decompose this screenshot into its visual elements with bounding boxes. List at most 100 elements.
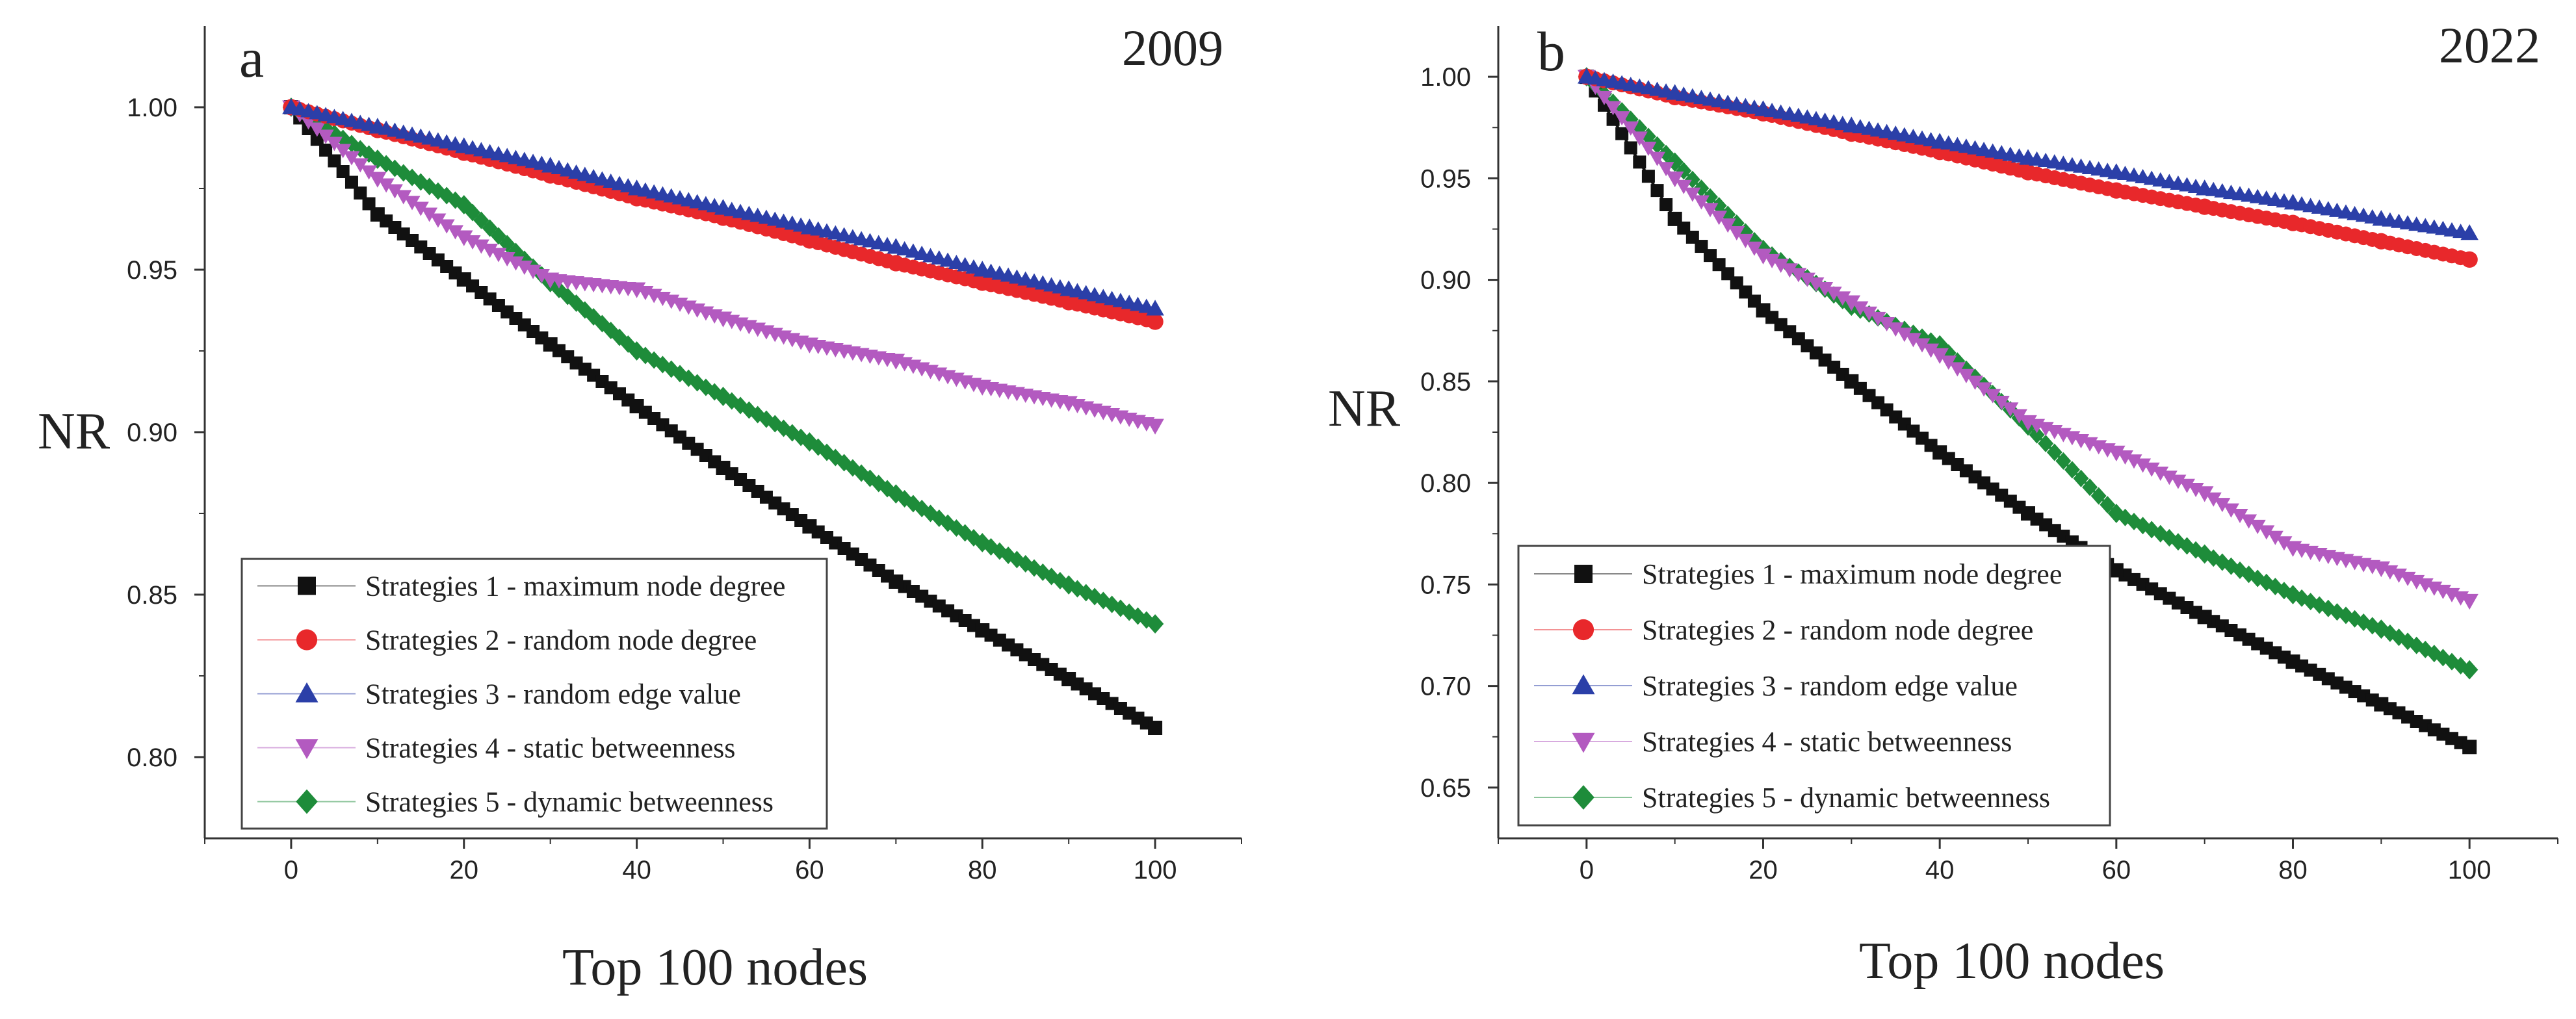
series-marker — [421, 207, 438, 222]
data-point — [2460, 224, 2478, 240]
data-point — [1148, 721, 1163, 735]
series-marker — [354, 187, 367, 200]
data-point — [1931, 133, 1949, 149]
legend-marker — [295, 682, 319, 703]
chart-title: 2009 — [1122, 19, 1223, 76]
series-marker — [1684, 187, 1701, 202]
series-marker — [525, 264, 541, 279]
data-point — [2460, 593, 2478, 610]
data-point — [2283, 541, 2302, 557]
legend-marker — [296, 789, 318, 814]
series-marker — [1702, 188, 1718, 206]
series-marker — [1605, 101, 1622, 116]
series-marker — [1596, 90, 1613, 105]
data-point — [1060, 575, 1078, 595]
series-marker — [1658, 162, 1674, 177]
series-marker — [473, 239, 489, 254]
data-point — [1146, 300, 1164, 316]
series-marker — [1737, 233, 1754, 248]
series-marker — [2073, 469, 2089, 487]
y-tick-label: 1.00 — [127, 94, 177, 122]
series-1 — [283, 100, 1163, 735]
legend: Strategies 1 - maximum node degree Strate… — [241, 558, 828, 830]
series-marker — [438, 219, 455, 234]
series-marker — [378, 178, 395, 193]
series-marker — [655, 355, 671, 374]
series-marker — [499, 252, 515, 266]
data-point — [887, 255, 904, 272]
series-marker — [386, 184, 403, 199]
series-marker — [2258, 525, 2275, 540]
x-tick-label: 60 — [795, 856, 824, 884]
data-point — [2196, 544, 2213, 564]
series-marker — [1879, 317, 1895, 331]
data-point — [1665, 171, 1684, 188]
series-marker — [1940, 355, 1957, 370]
legend-marker — [295, 739, 319, 759]
data-point — [974, 533, 991, 552]
data-point — [2196, 198, 2213, 215]
data-point — [369, 149, 387, 169]
data-point — [1146, 419, 1164, 435]
series-marker — [1631, 131, 1648, 146]
series-marker — [1834, 291, 1851, 306]
series-marker — [2100, 496, 2116, 514]
series-marker — [1711, 211, 1728, 226]
series-marker — [1975, 382, 1992, 397]
series-marker — [1719, 218, 1736, 233]
series-marker — [361, 165, 378, 180]
series-marker — [2046, 443, 2062, 461]
data-point — [2107, 445, 2126, 461]
data-point — [2462, 740, 2477, 755]
series-marker — [533, 269, 550, 283]
legend-label: Strategies 4 - static betweenness — [365, 732, 735, 764]
data-point — [714, 387, 732, 406]
y-axis-title: NR — [38, 403, 111, 460]
series-4 — [282, 100, 1164, 435]
data-point — [1754, 248, 1773, 264]
data-point — [1931, 348, 1949, 364]
data-point — [629, 399, 644, 413]
series-marker — [1711, 197, 1727, 215]
series-marker — [1869, 311, 1886, 326]
series-marker — [2082, 478, 2098, 497]
series-marker — [1606, 112, 1620, 126]
series-marker — [2002, 402, 2019, 417]
series-4 — [1578, 70, 2478, 610]
data-point — [973, 380, 991, 396]
data-point — [455, 137, 473, 153]
series-marker — [1799, 272, 1815, 287]
data-point — [800, 218, 819, 235]
series-marker — [1984, 389, 2001, 404]
series-marker — [1658, 144, 1674, 162]
data-point — [2021, 506, 2035, 521]
series-marker — [2249, 519, 2266, 534]
series-marker — [2170, 474, 2187, 489]
x-tick-label: 40 — [622, 856, 651, 884]
series-marker — [1693, 195, 1710, 210]
data-point — [282, 98, 300, 114]
data-point — [627, 179, 646, 196]
data-point — [889, 574, 904, 589]
series-marker — [2135, 458, 2152, 473]
data-point — [973, 261, 991, 277]
data-point — [1061, 672, 1076, 686]
legend-label: Strategies 3 - random edge value — [365, 678, 741, 710]
series-marker — [1790, 268, 1807, 283]
data-point — [455, 230, 473, 246]
y-tick-label: 0.90 — [1420, 266, 1471, 295]
series-marker — [2222, 503, 2239, 518]
series-marker — [1993, 395, 2010, 410]
panel-b: b 2022 NR Top 100 nodes 0 20 40 60 80 100 0.65… — [1328, 17, 2558, 990]
data-point — [627, 282, 646, 298]
series-marker — [1817, 281, 1834, 296]
series-marker — [1896, 328, 1913, 342]
data-point — [802, 519, 817, 534]
series-marker — [310, 133, 324, 146]
data-point — [801, 232, 818, 249]
panel-a: a 2009 NR Top 100 nodes 0 20 40 60 80 100 0.80… — [38, 19, 1242, 996]
series-marker — [1958, 368, 1975, 383]
data-point — [1754, 100, 1773, 116]
data-point — [456, 272, 471, 287]
